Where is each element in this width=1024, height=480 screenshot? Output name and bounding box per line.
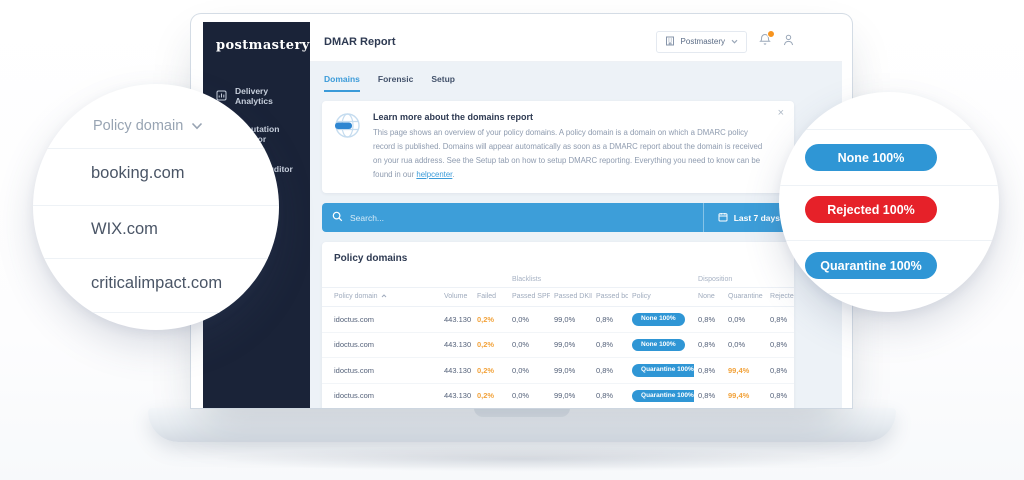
column-none[interactable]: None: [694, 287, 725, 308]
column-failed[interactable]: Failed: [473, 287, 508, 308]
notifications-button[interactable]: [759, 29, 775, 51]
column-passed-spf[interactable]: Passed SPF: [508, 287, 550, 308]
content-area: Domains Forensic Setup Learn more about …: [310, 62, 842, 408]
policy-badge-rejected[interactable]: Rejected 100%: [805, 196, 937, 223]
topbar: DMAR Report Postmastery: [310, 22, 842, 62]
helpcenter-link[interactable]: helpcenter: [416, 170, 453, 180]
sort-caret-icon: [381, 293, 387, 300]
divider: [779, 185, 999, 186]
divider: [779, 129, 999, 130]
policy-badges-callout: None 100% Rejected 100% Quarantine 100%: [779, 92, 999, 312]
account-menu-button[interactable]: Postmastery: [655, 30, 747, 53]
laptop-shadow: [210, 446, 835, 472]
cell-domain: idoctus.com: [322, 383, 440, 408]
table-row[interactable]: idoctus.com 443.130 0,2% 0,0% 99,0% 0,8%…: [322, 306, 794, 333]
policy-domain-dropdown[interactable]: Policy domain: [93, 118, 203, 134]
policy-badge-none[interactable]: None 100%: [805, 144, 937, 171]
tab-domains[interactable]: Domains: [324, 74, 360, 92]
policy-badge-quarantine[interactable]: Quarantine 100%: [805, 252, 937, 279]
domain-option-booking[interactable]: booking.com: [91, 164, 185, 182]
policy-domains-table: Blacklists Disposition Policy domain Vol…: [322, 273, 794, 408]
tab-setup[interactable]: Setup: [431, 74, 455, 84]
policy-domain-dropdown-label: Policy domain: [93, 118, 184, 134]
table-header-row: Policy domain Volume Failed Passed SPF P…: [322, 287, 794, 308]
divider: [779, 293, 999, 294]
chevron-down-icon: [731, 37, 738, 46]
laptop-screen: postmastery Delivery Analytics Reputatio…: [191, 14, 852, 408]
info-banner-text: Learn more about the domains report This…: [373, 112, 768, 182]
app-logo: postmastery: [216, 38, 310, 53]
search-bar: Last 7 days: [322, 203, 794, 233]
column-rejected[interactable]: Rejected: [766, 287, 794, 308]
domain-option-wix[interactable]: WIX.com: [91, 220, 158, 238]
domain-option-criticalimpact[interactable]: criticalimpact.com: [91, 274, 223, 292]
divider: [33, 258, 279, 259]
search-input[interactable]: [350, 212, 703, 223]
column-volume[interactable]: Volume: [440, 287, 473, 308]
column-policy-domain[interactable]: Policy domain: [322, 287, 440, 308]
table-row[interactable]: idoctus.com 443.130 0,2% 0,0% 99,0% 0,8%…: [322, 357, 794, 384]
policy-domain-callout: Policy domain booking.com WIX.com critic…: [33, 84, 279, 330]
main-panel: DMAR Report Postmastery: [310, 22, 842, 408]
cell-domain: idoctus.com: [322, 332, 440, 359]
cell-domain: idoctus.com: [322, 306, 440, 333]
sidebar-item-label: Delivery Analytics: [235, 86, 273, 106]
notification-badge: [767, 29, 775, 38]
table-title: Policy domains: [334, 253, 408, 265]
calendar-icon: [718, 212, 728, 224]
divider: [779, 240, 999, 241]
close-icon[interactable]: ×: [777, 107, 784, 119]
divider: [33, 148, 279, 149]
page-title: DMAR Report: [324, 35, 396, 48]
sidebar-item-delivery-analytics[interactable]: Delivery Analytics: [203, 77, 310, 115]
organization-icon: [665, 36, 675, 48]
column-quarantine[interactable]: Quarantine: [724, 287, 767, 308]
group-header-blacklists: Blacklists: [508, 273, 629, 289]
topbar-right: Postmastery: [655, 29, 794, 53]
tab-forensic[interactable]: Forensic: [377, 74, 414, 84]
analytics-icon: [216, 90, 227, 103]
policy-badge: Quarantine 100%: [632, 389, 695, 403]
dashboard-app: postmastery Delivery Analytics Reputatio…: [203, 22, 842, 408]
group-header-disposition: Disposition: [694, 273, 794, 289]
info-banner-body: This page shows an overview of your poli…: [373, 128, 763, 180]
divider: [33, 205, 279, 206]
column-passed-both[interactable]: Passed both: [592, 287, 629, 308]
column-passed-dkim[interactable]: Passed DKIM: [550, 287, 592, 308]
account-label: Postmastery: [680, 37, 725, 46]
date-range-label: Last 7 days: [733, 212, 780, 223]
table-row[interactable]: idoctus.com 443.130 0,2% 0,0% 99,0% 0,8%…: [322, 332, 794, 359]
search-icon: [332, 209, 343, 227]
tab-bar: Domains Forensic Setup: [322, 71, 794, 92]
date-range-button[interactable]: Last 7 days: [702, 203, 794, 233]
table-row[interactable]: idoctus.com 443.130 0,2% 0,0% 99,0% 0,8%…: [322, 383, 794, 408]
policy-badge: Quarantine 100%: [632, 364, 695, 377]
cell-domain: idoctus.com: [322, 357, 440, 384]
laptop-notch: [474, 408, 570, 417]
policy-domains-card: Policy domains Blacklists Disposition: [322, 242, 794, 408]
globe-icon: [334, 112, 361, 182]
person-icon: [783, 34, 794, 45]
policy-badge: None 100%: [632, 313, 685, 326]
chevron-down-icon: [191, 118, 203, 134]
policy-badge: None 100%: [632, 338, 685, 352]
laptop-base: [148, 408, 896, 442]
info-banner: Learn more about the domains report This…: [322, 101, 794, 194]
user-profile-button[interactable]: [783, 33, 794, 51]
table-group-header-row: Blacklists Disposition: [322, 273, 794, 289]
info-banner-title: Learn more about the domains report: [373, 112, 534, 122]
divider: [33, 312, 279, 313]
column-policy[interactable]: Policy: [628, 287, 695, 308]
